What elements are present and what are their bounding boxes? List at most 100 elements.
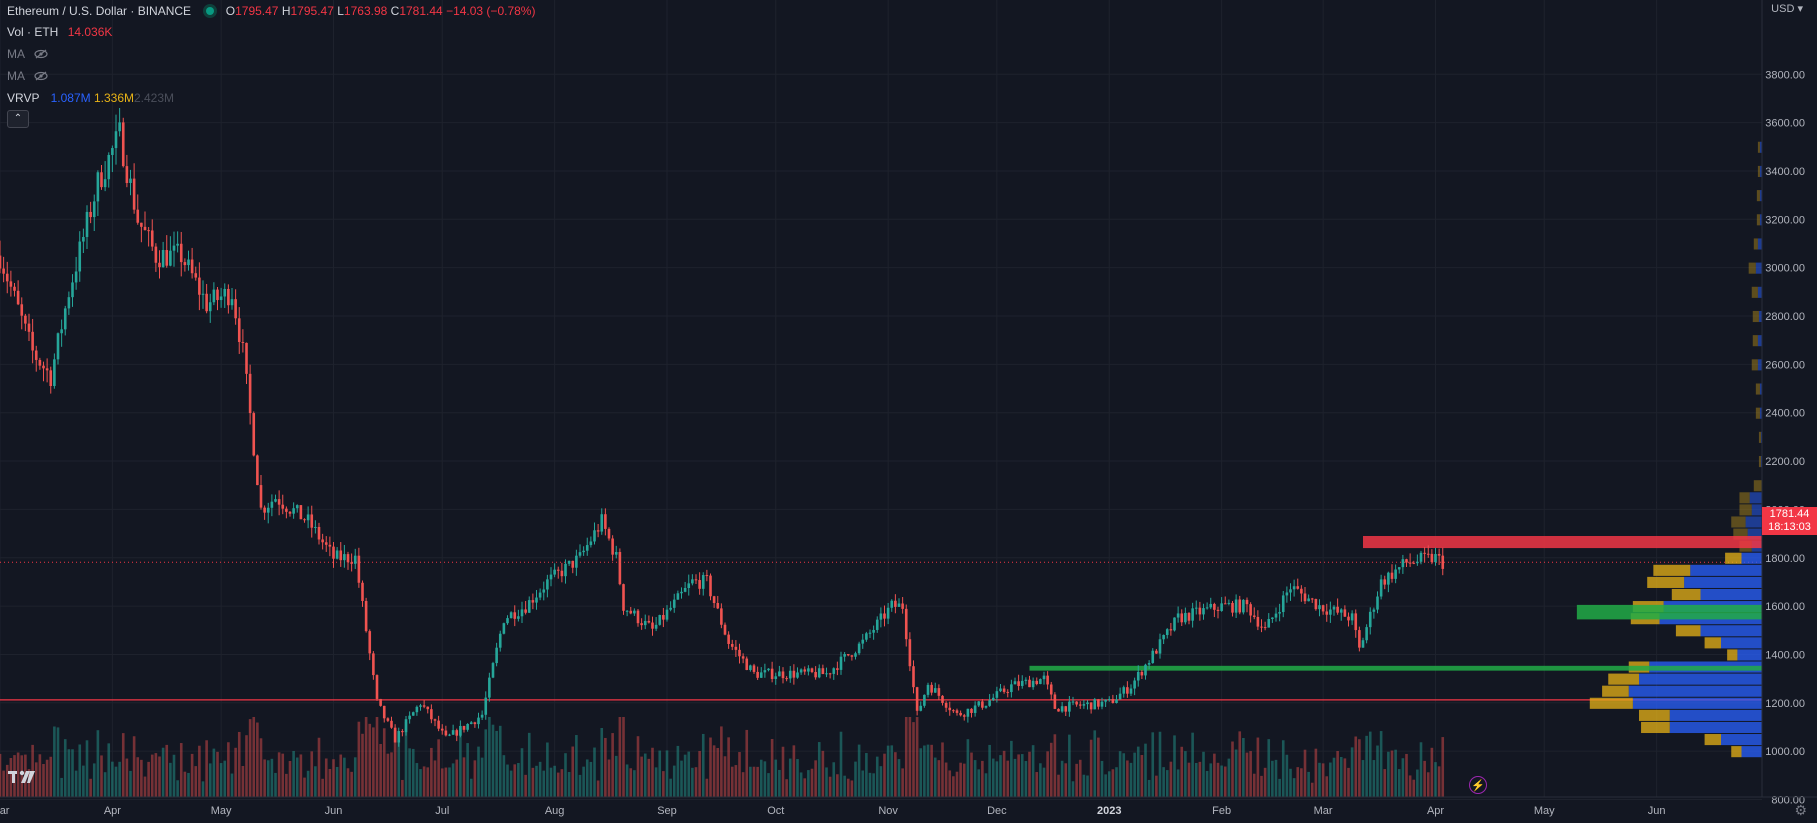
candle-body <box>208 302 212 312</box>
volume-bar <box>1115 767 1118 797</box>
volume-bar <box>1300 768 1303 797</box>
candle-body <box>585 545 589 551</box>
collapse-legend-button[interactable]: ⌃ <box>7 110 29 128</box>
time-tick-label: Jul <box>435 805 449 817</box>
price-tick-label: 2400.00 <box>1765 408 1805 420</box>
volume-bar <box>843 775 846 797</box>
vrvp-row-down <box>1751 286 1758 298</box>
volume-bar <box>524 774 527 797</box>
candle-body <box>67 297 71 309</box>
candle-body <box>1020 680 1024 686</box>
volume-bar <box>1303 749 1307 797</box>
volume-legend[interactable]: Vol · ETH 14.036K <box>7 25 112 39</box>
volume-bar <box>1361 760 1365 797</box>
volume-bar <box>752 766 756 797</box>
candle-body <box>1256 616 1260 627</box>
candle-body <box>1343 609 1347 617</box>
volume-bar <box>1198 761 1202 797</box>
candle-body <box>111 148 114 155</box>
candle-body <box>176 243 179 246</box>
volume-bar <box>353 757 357 797</box>
candle-body <box>1202 608 1205 615</box>
candle-body <box>372 653 375 676</box>
candle-body <box>390 720 393 728</box>
eye-crossed-icon[interactable] <box>34 71 48 81</box>
candle-body <box>201 293 205 295</box>
candle-body <box>625 610 629 612</box>
candle-body <box>1397 567 1401 570</box>
volume-bar <box>1075 763 1078 797</box>
vrvp-row-up <box>1721 637 1762 649</box>
volume-bar <box>1122 753 1126 797</box>
candle-body <box>1325 611 1329 615</box>
volume-bar <box>672 765 676 797</box>
candle-body <box>861 639 865 644</box>
candle-body <box>1191 608 1194 621</box>
candle-body <box>984 705 988 708</box>
candle-body <box>509 612 513 619</box>
candle-body <box>1434 554 1437 563</box>
volume-bar <box>1068 734 1071 797</box>
candle-body <box>495 647 498 664</box>
candle-body <box>38 359 42 366</box>
candle-body <box>1281 595 1285 613</box>
volume-bar <box>897 759 901 797</box>
currency-selector[interactable]: USD ▾ <box>1771 2 1803 15</box>
candle-body <box>680 591 683 594</box>
vrvp-row-down <box>1733 528 1748 540</box>
candle-body <box>1151 650 1155 664</box>
candle-body <box>796 672 799 678</box>
ma2-legend[interactable]: MA <box>7 69 48 83</box>
candle-body <box>121 122 125 167</box>
volume-bar <box>27 769 31 797</box>
candle-body <box>24 315 27 324</box>
volume-bar <box>1035 772 1039 797</box>
vrvp-row-down <box>1671 588 1701 601</box>
eye-crossed-icon[interactable] <box>34 49 48 59</box>
volume-bar <box>484 729 488 797</box>
volume-bar <box>404 721 408 797</box>
ohlc-high: 1795.47 <box>290 4 334 18</box>
volume-bar <box>332 759 335 797</box>
candle-body <box>397 731 401 743</box>
candle-body <box>875 619 879 630</box>
volume-bar <box>408 748 411 797</box>
candle-body <box>687 583 691 588</box>
ohlc-open-label: O <box>225 4 236 18</box>
candle-body <box>836 668 839 670</box>
candle-body <box>672 599 676 608</box>
vrvp-legend[interactable]: VRVP 1.087M 1.336M2.423M <box>7 91 174 105</box>
gear-icon[interactable]: ⚙ <box>1794 802 1807 818</box>
vrvp-row-down <box>1653 564 1691 576</box>
volume-bar <box>411 748 415 797</box>
candle-body <box>886 607 890 619</box>
candle-body <box>1173 617 1176 631</box>
volume-bar <box>1339 756 1343 797</box>
volume-bar <box>328 768 332 797</box>
candle-body <box>1013 681 1017 685</box>
volume-bar <box>1064 763 1068 797</box>
volume-bar <box>107 743 111 797</box>
symbol-title[interactable]: Ethereum / U.S. Dollar · BINANCE <box>7 4 192 18</box>
volume-bar <box>836 774 839 797</box>
time-tick-label: Aug <box>545 805 565 817</box>
candle-body <box>883 613 886 619</box>
candle-body <box>524 609 527 613</box>
candle-body <box>143 226 147 231</box>
volume-bar <box>0 753 2 797</box>
candle-body <box>770 668 774 679</box>
candle-body <box>100 172 103 188</box>
candle-body <box>205 293 208 312</box>
tradingview-logo-icon[interactable] <box>8 768 38 784</box>
ma1-legend[interactable]: MA <box>7 47 48 61</box>
lightning-icon[interactable]: ⚡ <box>1469 776 1487 794</box>
volume-bar <box>426 767 430 797</box>
candle-body <box>549 574 553 580</box>
volume-bar <box>1165 770 1169 797</box>
vrvp-row-down <box>1602 685 1629 697</box>
candle-body <box>1260 626 1263 628</box>
vrvp-row-up <box>1749 492 1762 504</box>
candle-body <box>1321 605 1325 612</box>
vrvp-row-down <box>1647 576 1685 588</box>
